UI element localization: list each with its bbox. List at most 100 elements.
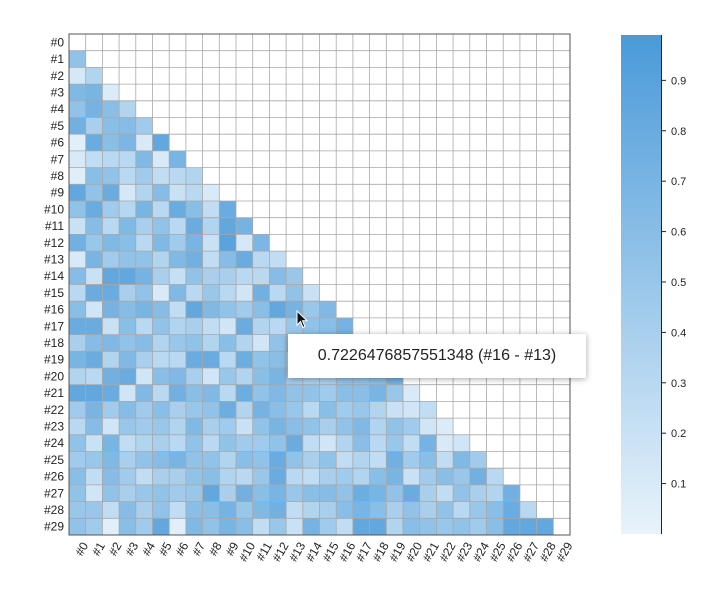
heatmap-cell[interactable]: [102, 368, 120, 385]
heatmap-cell[interactable]: [135, 484, 153, 502]
heatmap-cell[interactable]: [185, 217, 203, 235]
heatmap-cell[interactable]: [219, 334, 236, 352]
heatmap-cell[interactable]: [252, 384, 270, 402]
heatmap-cell[interactable]: [269, 301, 287, 318]
heatmap-cell[interactable]: [69, 217, 86, 235]
heatmap-cell[interactable]: [135, 317, 153, 335]
heatmap-cell[interactable]: [119, 434, 136, 452]
heatmap-cell[interactable]: [369, 384, 387, 402]
heatmap-cell[interactable]: [386, 518, 403, 535]
heatmap-cell[interactable]: [152, 217, 170, 235]
heatmap-cell[interactable]: [469, 484, 487, 502]
heatmap-cell[interactable]: [185, 251, 203, 268]
heatmap-cell[interactable]: [119, 201, 136, 218]
heatmap-cell[interactable]: [102, 484, 120, 502]
heatmap-cell[interactable]: [302, 401, 320, 419]
heatmap-cell[interactable]: [169, 451, 186, 469]
heatmap-cell[interactable]: [169, 267, 186, 285]
heatmap-cell[interactable]: [286, 434, 303, 452]
heatmap-cell[interactable]: [236, 284, 253, 302]
heatmap-cell[interactable]: [386, 434, 403, 452]
heatmap-cell[interactable]: [219, 201, 236, 218]
heatmap-cell[interactable]: [135, 401, 153, 419]
heatmap-cell[interactable]: [135, 284, 153, 302]
heatmap-cell[interactable]: [286, 451, 303, 469]
heatmap-cell[interactable]: [252, 418, 270, 435]
heatmap-cell[interactable]: [185, 468, 203, 485]
heatmap-cell[interactable]: [286, 284, 303, 302]
heatmap-cell[interactable]: [202, 234, 220, 252]
heatmap-cell[interactable]: [202, 451, 220, 469]
heatmap-cell[interactable]: [319, 451, 337, 469]
heatmap-cell[interactable]: [102, 501, 120, 519]
heatmap-cell[interactable]: [286, 267, 303, 285]
heatmap-cell[interactable]: [202, 501, 220, 519]
heatmap-cell[interactable]: [85, 334, 103, 352]
heatmap-cell[interactable]: [386, 484, 403, 502]
heatmap-cell[interactable]: [302, 317, 320, 335]
heatmap-cell[interactable]: [319, 518, 337, 535]
heatmap-cell[interactable]: [403, 468, 420, 485]
heatmap-cell[interactable]: [185, 484, 203, 502]
heatmap-cell[interactable]: [169, 384, 186, 402]
heatmap-cell[interactable]: [119, 451, 136, 469]
heatmap-cell[interactable]: [286, 468, 303, 485]
heatmap-cell[interactable]: [169, 251, 186, 268]
heatmap-cell[interactable]: [85, 451, 103, 469]
heatmap-cell[interactable]: [69, 234, 86, 252]
heatmap-cell[interactable]: [219, 484, 236, 502]
heatmap-cell[interactable]: [185, 317, 203, 335]
heatmap-cell[interactable]: [302, 518, 320, 535]
heatmap-cell[interactable]: [69, 100, 86, 118]
heatmap-cell[interactable]: [169, 434, 186, 452]
heatmap-cell[interactable]: [152, 150, 170, 168]
heatmap-cell[interactable]: [369, 418, 387, 435]
heatmap-cell[interactable]: [135, 468, 153, 485]
heatmap-cell[interactable]: [85, 501, 103, 519]
heatmap-cell[interactable]: [119, 317, 136, 335]
heatmap-cell[interactable]: [102, 434, 120, 452]
heatmap-cell[interactable]: [436, 468, 454, 485]
heatmap-cell[interactable]: [169, 317, 186, 335]
heatmap-cell[interactable]: [252, 401, 270, 419]
heatmap-cell[interactable]: [453, 451, 470, 469]
heatmap-cell[interactable]: [85, 468, 103, 485]
heatmap-cell[interactable]: [503, 518, 520, 535]
heatmap-cell[interactable]: [119, 234, 136, 252]
heatmap-cell[interactable]: [69, 284, 86, 302]
heatmap-cell[interactable]: [252, 317, 270, 335]
heatmap-cell[interactable]: [85, 384, 103, 402]
heatmap-cell[interactable]: [219, 451, 236, 469]
heatmap-cell[interactable]: [85, 150, 103, 168]
heatmap-cell[interactable]: [135, 434, 153, 452]
heatmap-cell[interactable]: [219, 418, 236, 435]
heatmap-cell[interactable]: [369, 401, 387, 419]
heatmap-cell[interactable]: [69, 301, 86, 318]
heatmap-cell[interactable]: [369, 434, 387, 452]
heatmap-cell[interactable]: [169, 484, 186, 502]
heatmap-cell[interactable]: [236, 518, 253, 535]
heatmap-cell[interactable]: [135, 117, 153, 135]
heatmap-cell[interactable]: [336, 418, 353, 435]
heatmap-cell[interactable]: [319, 301, 337, 318]
heatmap-cell[interactable]: [419, 451, 437, 469]
heatmap-cell[interactable]: [69, 201, 86, 218]
heatmap-cell[interactable]: [152, 134, 170, 151]
heatmap-cell[interactable]: [236, 501, 253, 519]
heatmap-cell[interactable]: [336, 484, 353, 502]
heatmap-cell[interactable]: [252, 368, 270, 385]
heatmap-cell[interactable]: [219, 434, 236, 452]
heatmap-cell[interactable]: [102, 134, 120, 151]
heatmap-cell[interactable]: [185, 518, 203, 535]
heatmap-cell[interactable]: [453, 501, 470, 519]
heatmap-cell[interactable]: [185, 201, 203, 218]
heatmap-cell[interactable]: [85, 434, 103, 452]
heatmap-cell[interactable]: [236, 451, 253, 469]
heatmap-cell[interactable]: [469, 451, 487, 469]
heatmap-cell[interactable]: [436, 501, 454, 519]
heatmap-cell[interactable]: [119, 150, 136, 168]
heatmap-cell[interactable]: [69, 401, 86, 419]
heatmap-cell[interactable]: [169, 301, 186, 318]
heatmap-cell[interactable]: [135, 518, 153, 535]
heatmap-cell[interactable]: [152, 368, 170, 385]
